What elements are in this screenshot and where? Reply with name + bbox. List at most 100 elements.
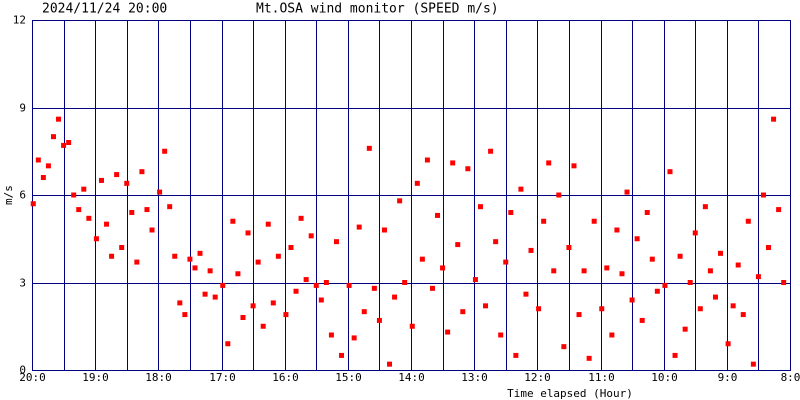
data-point xyxy=(445,329,451,335)
y-tick-label: 6 xyxy=(19,189,26,202)
data-point xyxy=(672,352,678,358)
chart-title: 2024/11/24 20:00 xyxy=(42,2,167,17)
data-point xyxy=(318,297,324,303)
data-point xyxy=(387,361,393,367)
data-point xyxy=(766,245,772,250)
data-point xyxy=(124,180,130,186)
data-point xyxy=(275,253,281,259)
data-point xyxy=(328,332,334,338)
data-point xyxy=(776,207,782,213)
data-point xyxy=(202,291,208,297)
data-point xyxy=(212,294,218,300)
data-point xyxy=(162,148,168,154)
data-point xyxy=(561,344,567,350)
data-point xyxy=(366,145,372,151)
data-point xyxy=(435,212,441,218)
data-point xyxy=(725,341,731,347)
data-point xyxy=(518,186,524,192)
data-point xyxy=(503,259,509,265)
plot-frame xyxy=(32,20,791,371)
data-point xyxy=(361,309,367,315)
data-point xyxy=(624,189,630,195)
data-point xyxy=(429,285,435,291)
data-point xyxy=(409,323,415,329)
x-tick-label: 14:0 xyxy=(398,371,425,384)
data-point xyxy=(71,192,77,198)
data-point xyxy=(692,230,698,236)
x-axis-label: Time elapsed (Hour) xyxy=(507,387,633,400)
x-tick-label: 20:0 xyxy=(19,371,46,384)
data-point xyxy=(255,259,261,265)
data-point xyxy=(240,315,246,320)
data-point xyxy=(144,207,150,213)
data-point xyxy=(735,262,741,268)
data-point xyxy=(30,201,36,207)
data-point xyxy=(157,189,163,195)
data-point xyxy=(755,274,761,280)
data-point xyxy=(288,245,294,250)
data-point xyxy=(581,268,587,274)
data-point xyxy=(619,271,625,277)
data-point xyxy=(697,306,703,312)
data-point xyxy=(50,134,56,140)
data-point xyxy=(556,192,562,198)
data-point xyxy=(644,210,650,215)
data-point xyxy=(303,277,309,283)
x-tick-label: 10:0 xyxy=(651,371,678,384)
data-point xyxy=(139,169,145,175)
data-point xyxy=(114,172,120,178)
x-tick-label: 12:0 xyxy=(524,371,551,384)
data-point xyxy=(477,204,483,210)
data-point xyxy=(339,352,345,358)
data-point xyxy=(235,271,241,277)
data-point xyxy=(654,288,660,294)
data-point xyxy=(313,282,319,288)
data-point xyxy=(182,312,188,318)
data-point xyxy=(419,256,425,262)
data-point xyxy=(35,157,41,163)
data-point xyxy=(371,285,377,291)
data-point xyxy=(488,148,494,154)
y-tick-label: 9 xyxy=(19,102,26,115)
data-point xyxy=(192,265,198,271)
data-point xyxy=(104,221,110,227)
data-point xyxy=(283,312,289,318)
data-point xyxy=(230,218,236,224)
chart-subtitle: Mt.OSA wind monitor (SPEED m/s) xyxy=(256,2,499,17)
data-point xyxy=(397,198,403,204)
data-point xyxy=(66,140,72,145)
data-point xyxy=(392,294,398,300)
data-point xyxy=(270,300,276,306)
data-point xyxy=(93,236,99,242)
data-point xyxy=(450,160,456,166)
data-point xyxy=(197,250,203,256)
x-tick-label: 19:0 xyxy=(82,371,109,384)
data-point xyxy=(571,163,577,169)
data-point xyxy=(129,210,135,215)
data-point xyxy=(260,323,266,329)
x-tick-label: 18:0 xyxy=(145,371,172,384)
data-point xyxy=(536,306,542,312)
data-point xyxy=(381,227,387,233)
data-point xyxy=(591,218,597,224)
data-point xyxy=(245,230,251,236)
data-point xyxy=(493,239,499,245)
data-point xyxy=(177,300,183,306)
x-tick-label: 9:0 xyxy=(718,371,738,384)
y-tick-label: 0 xyxy=(19,364,26,377)
data-point xyxy=(508,210,514,215)
x-tick-label: 17:0 xyxy=(209,371,236,384)
data-point xyxy=(134,259,140,265)
data-point xyxy=(225,341,231,347)
data-point xyxy=(323,280,329,285)
data-point xyxy=(402,280,408,285)
data-point xyxy=(40,175,46,180)
data-point xyxy=(308,233,314,239)
data-point xyxy=(333,239,339,245)
x-tick-label: 8:0 xyxy=(781,371,800,384)
data-point xyxy=(440,265,446,271)
data-point xyxy=(167,204,173,210)
x-tick-label: 11:0 xyxy=(588,371,615,384)
data-point xyxy=(682,326,688,332)
